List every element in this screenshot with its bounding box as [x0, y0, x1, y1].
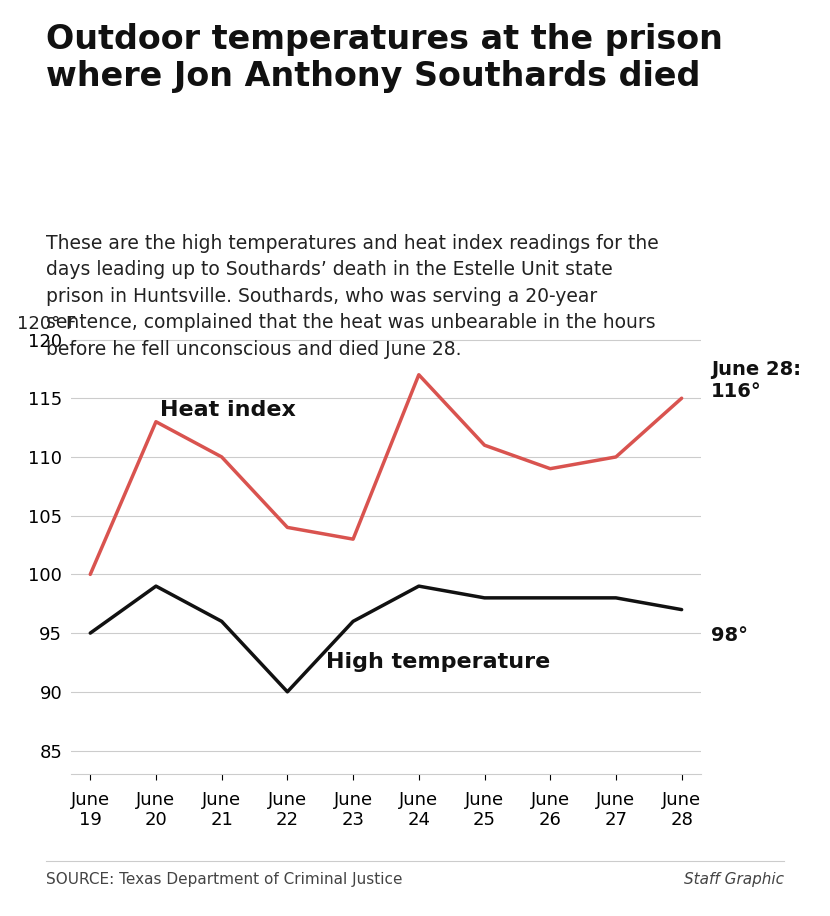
Text: June 28:
116°: June 28: 116°	[711, 360, 801, 401]
Text: 98°: 98°	[711, 626, 748, 645]
Text: Outdoor temperatures at the prison
where Jon Anthony Southards died: Outdoor temperatures at the prison where…	[46, 23, 723, 93]
Text: Staff Graphic: Staff Graphic	[685, 872, 784, 887]
Text: 120° F: 120° F	[17, 314, 76, 333]
Text: Heat index: Heat index	[160, 400, 296, 420]
Text: These are the high temperatures and heat index readings for the
days leading up : These are the high temperatures and heat…	[46, 234, 658, 358]
Text: High temperature: High temperature	[326, 652, 550, 672]
Text: SOURCE: Texas Department of Criminal Justice: SOURCE: Texas Department of Criminal Jus…	[46, 872, 403, 887]
